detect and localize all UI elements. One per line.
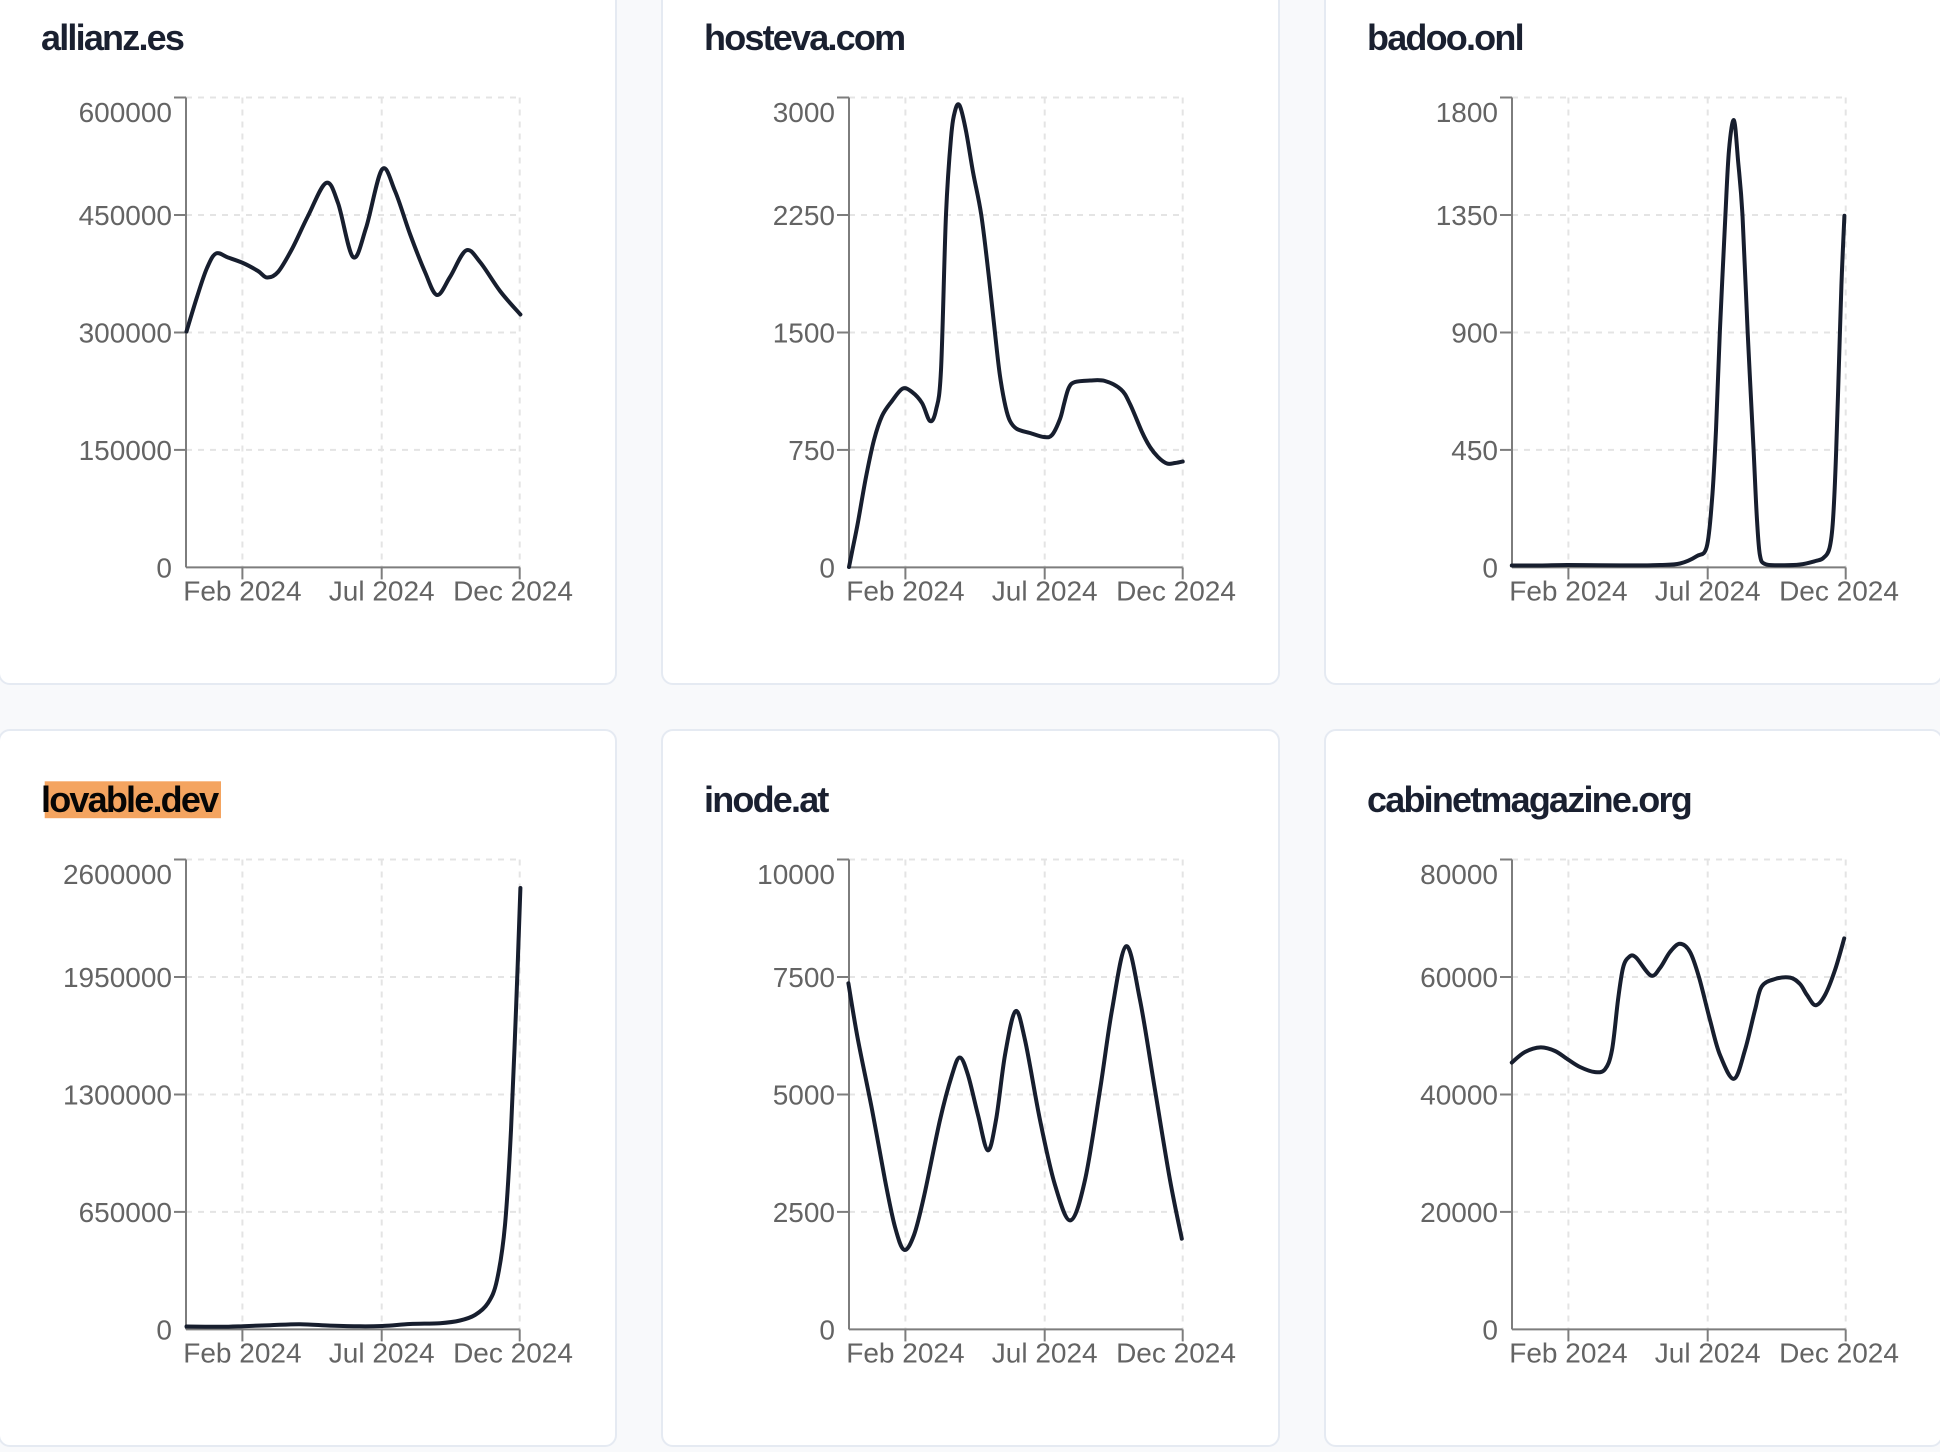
svg-text:Jul 2024: Jul 2024	[992, 1338, 1098, 1369]
svg-text:2250: 2250	[773, 200, 835, 231]
svg-text:allianz.es: allianz.es	[41, 17, 184, 58]
svg-text:Feb 2024: Feb 2024	[846, 576, 964, 607]
svg-text:0: 0	[1482, 552, 1498, 583]
svg-text:Feb 2024: Feb 2024	[183, 1338, 301, 1369]
svg-text:80000: 80000	[1420, 859, 1498, 890]
svg-text:Jul 2024: Jul 2024	[992, 576, 1098, 607]
svg-text:Jul 2024: Jul 2024	[329, 1338, 435, 1369]
svg-text:Feb 2024: Feb 2024	[183, 576, 301, 607]
svg-text:7500: 7500	[773, 962, 835, 993]
svg-text:10000: 10000	[757, 859, 835, 890]
svg-text:0: 0	[819, 1314, 835, 1345]
svg-text:1500: 1500	[773, 318, 835, 349]
svg-text:0: 0	[819, 552, 835, 583]
svg-text:Jul 2024: Jul 2024	[329, 576, 435, 607]
svg-text:600000: 600000	[79, 97, 172, 128]
svg-text:900: 900	[1451, 318, 1498, 349]
svg-text:450000: 450000	[79, 200, 172, 231]
svg-text:Dec 2024: Dec 2024	[1779, 1338, 1899, 1369]
svg-text:Dec 2024: Dec 2024	[453, 576, 573, 607]
svg-text:20000: 20000	[1420, 1197, 1498, 1228]
svg-text:Jul 2024: Jul 2024	[1655, 576, 1761, 607]
svg-text:badoo.onl: badoo.onl	[1367, 17, 1523, 58]
svg-text:Dec 2024: Dec 2024	[1116, 576, 1236, 607]
svg-text:inode.at: inode.at	[704, 779, 829, 820]
svg-text:Dec 2024: Dec 2024	[1116, 1338, 1236, 1369]
svg-text:3000: 3000	[773, 97, 835, 128]
svg-text:60000: 60000	[1420, 962, 1498, 993]
svg-text:Jul 2024: Jul 2024	[1655, 1338, 1761, 1369]
svg-text:Dec 2024: Dec 2024	[1779, 576, 1899, 607]
svg-text:300000: 300000	[79, 318, 172, 349]
svg-text:cabinetmagazine.org: cabinetmagazine.org	[1367, 779, 1691, 820]
svg-text:Feb 2024: Feb 2024	[846, 1338, 964, 1369]
svg-text:2600000: 2600000	[63, 859, 172, 890]
svg-text:1350: 1350	[1436, 200, 1498, 231]
svg-text:40000: 40000	[1420, 1080, 1498, 1111]
svg-text:1800: 1800	[1436, 97, 1498, 128]
svg-text:650000: 650000	[79, 1197, 172, 1228]
svg-text:Dec 2024: Dec 2024	[453, 1338, 573, 1369]
svg-text:1300000: 1300000	[63, 1080, 172, 1111]
svg-text:Feb 2024: Feb 2024	[1509, 1338, 1627, 1369]
svg-text:750: 750	[788, 435, 835, 466]
svg-text:0: 0	[156, 1314, 172, 1345]
svg-text:hosteva.com: hosteva.com	[704, 17, 904, 58]
svg-text:Feb 2024: Feb 2024	[1509, 576, 1627, 607]
svg-text:5000: 5000	[773, 1080, 835, 1111]
svg-text:2500: 2500	[773, 1197, 835, 1228]
svg-text:150000: 150000	[79, 435, 172, 466]
svg-text:0: 0	[1482, 1314, 1498, 1345]
svg-text:lovable.dev: lovable.dev	[41, 779, 219, 820]
svg-text:0: 0	[156, 552, 172, 583]
svg-text:1950000: 1950000	[63, 962, 172, 993]
svg-text:450: 450	[1451, 435, 1498, 466]
